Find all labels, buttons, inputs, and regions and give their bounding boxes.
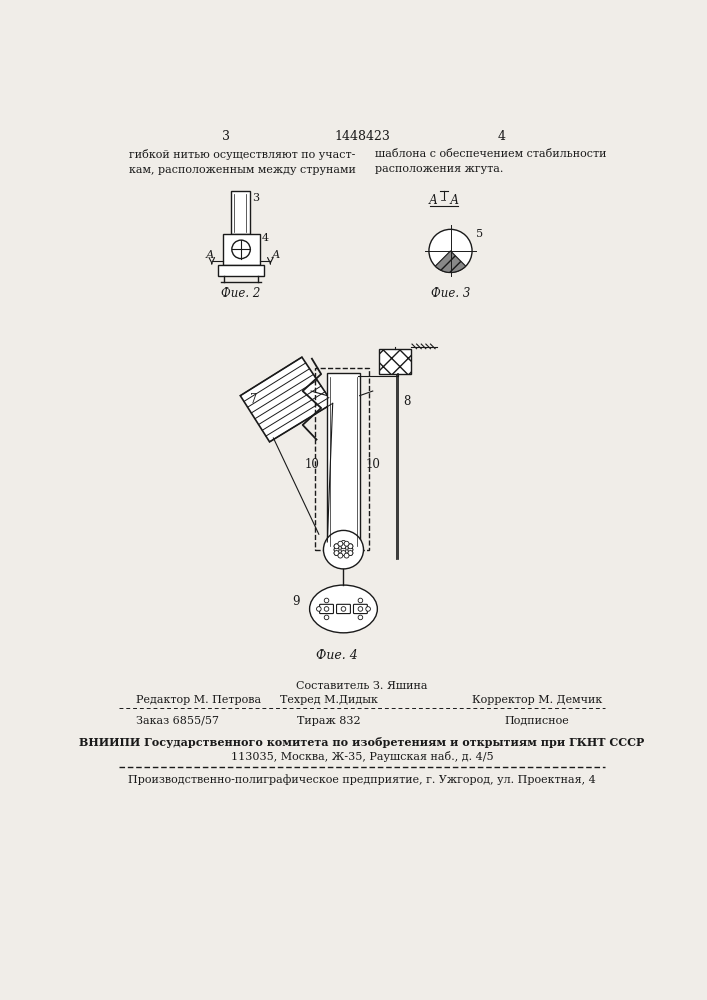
Text: 113035, Москва, Ж-35, Раушская наб., д. 4/5: 113035, Москва, Ж-35, Раушская наб., д. … — [230, 751, 493, 762]
Circle shape — [334, 544, 339, 549]
Polygon shape — [436, 251, 466, 272]
Circle shape — [334, 551, 339, 556]
Text: Заказ 6855/57: Заказ 6855/57 — [136, 716, 219, 726]
Text: А: А — [272, 250, 280, 260]
Text: Производственно-полиграфическое предприятие, г. Ужгород, ул. Проектная, 4: Производственно-полиграфическое предприя… — [128, 774, 596, 785]
Text: Фие. 3: Фие. 3 — [431, 287, 470, 300]
Circle shape — [341, 547, 346, 552]
Circle shape — [344, 553, 349, 558]
Text: 4: 4 — [498, 130, 506, 143]
Text: 4: 4 — [262, 233, 269, 243]
Text: шаблона с обеспечением стабильности
расположения жгута.: шаблона с обеспечением стабильности расп… — [375, 149, 607, 174]
Circle shape — [341, 544, 346, 549]
Bar — [231, 191, 250, 234]
Circle shape — [341, 551, 346, 556]
Text: Подписное: Подписное — [504, 716, 569, 726]
Text: Фие. 2: Фие. 2 — [221, 287, 261, 300]
Circle shape — [348, 544, 353, 549]
Text: 3: 3 — [252, 193, 259, 203]
Circle shape — [348, 547, 353, 552]
Circle shape — [341, 540, 346, 545]
Circle shape — [334, 547, 339, 552]
Circle shape — [348, 544, 353, 549]
Text: 10: 10 — [366, 458, 380, 471]
Text: 8: 8 — [403, 395, 410, 408]
Circle shape — [325, 615, 329, 620]
Circle shape — [317, 607, 321, 611]
Ellipse shape — [310, 585, 378, 633]
Circle shape — [348, 551, 353, 556]
Text: ВНИИПИ Государственного комитета по изобретениям и открытиям при ГКНТ СССР: ВНИИПИ Государственного комитета по изоб… — [79, 737, 645, 748]
Bar — [327, 373, 360, 550]
Circle shape — [429, 229, 472, 272]
Circle shape — [358, 598, 363, 603]
Text: Составитель З. Яшина: Составитель З. Яшина — [296, 681, 428, 691]
Text: 5: 5 — [476, 229, 483, 239]
Circle shape — [358, 607, 363, 611]
Text: 7: 7 — [250, 393, 258, 406]
Circle shape — [358, 615, 363, 620]
Text: 10: 10 — [304, 458, 319, 471]
Text: А – А: А – А — [428, 194, 460, 207]
Circle shape — [232, 240, 250, 259]
Text: 1448423: 1448423 — [334, 130, 390, 143]
Text: Техред М.Дидык: Техред М.Дидык — [280, 695, 378, 705]
Circle shape — [338, 553, 343, 558]
Circle shape — [366, 607, 370, 611]
Ellipse shape — [324, 530, 363, 569]
FancyBboxPatch shape — [354, 604, 368, 614]
Bar — [223, 234, 259, 265]
Circle shape — [325, 607, 329, 611]
Text: Фие. 4: Фие. 4 — [315, 649, 358, 662]
Bar — [218, 265, 264, 276]
Text: А: А — [206, 250, 214, 260]
Polygon shape — [240, 357, 333, 442]
Circle shape — [334, 544, 339, 549]
Text: 9: 9 — [293, 595, 300, 608]
Text: Редактор М. Петрова: Редактор М. Петрова — [136, 695, 262, 705]
Circle shape — [341, 607, 346, 611]
Circle shape — [341, 551, 346, 556]
Text: 3: 3 — [223, 130, 230, 143]
Circle shape — [338, 541, 343, 546]
Circle shape — [334, 551, 339, 556]
Text: Тираж 832: Тираж 832 — [297, 716, 361, 726]
FancyBboxPatch shape — [320, 604, 334, 614]
Circle shape — [341, 547, 346, 552]
Circle shape — [325, 598, 329, 603]
Bar — [315, 368, 369, 550]
Circle shape — [344, 541, 349, 546]
Circle shape — [348, 551, 353, 556]
Circle shape — [341, 544, 346, 549]
Circle shape — [334, 547, 339, 552]
Bar — [379, 349, 411, 374]
FancyBboxPatch shape — [337, 604, 351, 614]
Text: гибкой нитью осуществляют по участ-
кам, расположенным между струнами: гибкой нитью осуществляют по участ- кам,… — [129, 149, 356, 175]
Text: Корректор М. Демчик: Корректор М. Демчик — [472, 695, 602, 705]
Circle shape — [348, 547, 353, 552]
